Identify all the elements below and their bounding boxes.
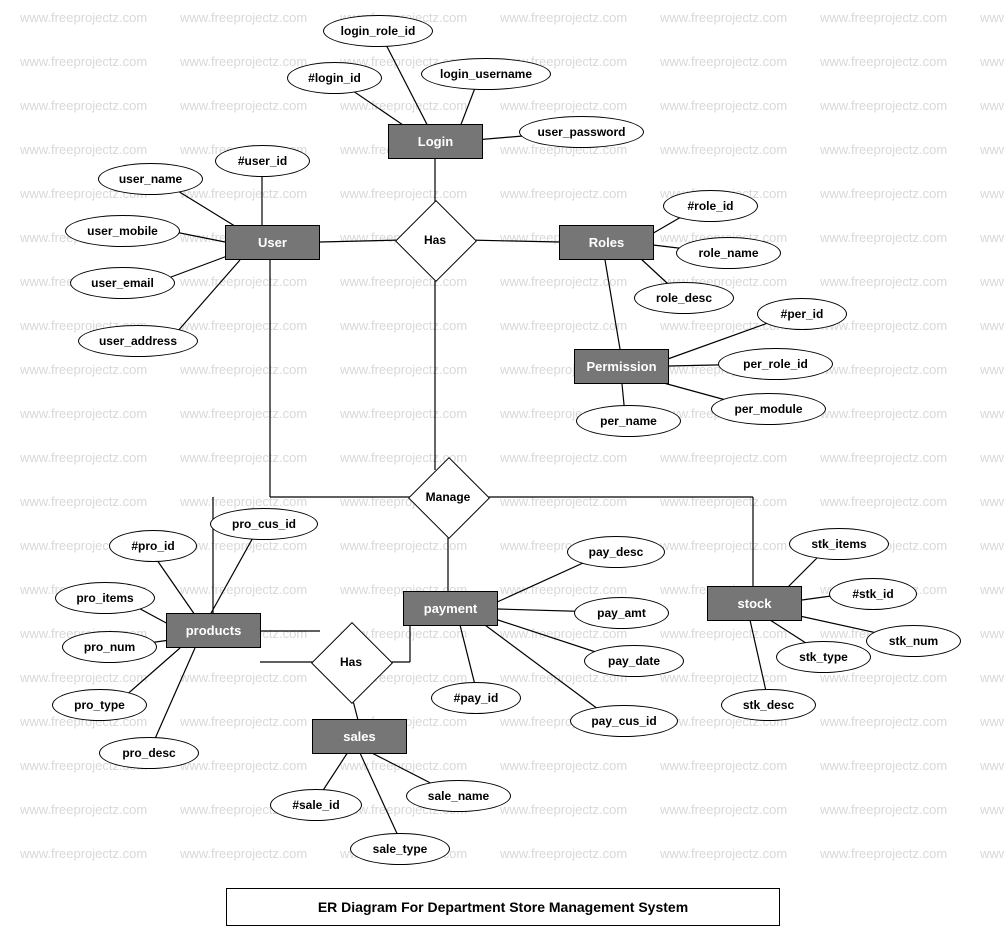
attribute-per_role_id: per_role_id <box>718 348 833 380</box>
attribute-user_name: user_name <box>98 163 203 195</box>
entity-permission: Permission <box>574 349 669 384</box>
attribute-pro_desc: pro_desc <box>99 737 199 769</box>
attribute-stk_type: stk_type <box>776 641 871 673</box>
relationship-has2: Has <box>311 622 391 702</box>
attribute-per_module: per_module <box>711 393 826 425</box>
attribute-login_role_id: login_role_id <box>323 15 433 47</box>
entity-products: products <box>166 613 261 648</box>
attribute-user_mobile: user_mobile <box>65 215 180 247</box>
attribute-pro_items: pro_items <box>55 582 155 614</box>
attribute-pro_type: pro_type <box>52 689 147 721</box>
attribute-login_id: #login_id <box>287 62 382 94</box>
attribute-stk_desc: stk_desc <box>721 689 816 721</box>
attribute-pay_date: pay_date <box>584 645 684 677</box>
attribute-pay_cus_id: pay_cus_id <box>570 705 678 737</box>
entity-roles: Roles <box>559 225 654 260</box>
attribute-login_username: login_username <box>421 58 551 90</box>
attribute-user_email: user_email <box>70 267 175 299</box>
attribute-role_id: #role_id <box>663 190 758 222</box>
diagram-title: ER Diagram For Department Store Manageme… <box>226 888 780 926</box>
entity-payment: payment <box>403 591 498 626</box>
attribute-per_id: #per_id <box>757 298 847 330</box>
attribute-sale_name: sale_name <box>406 780 511 812</box>
attribute-sale_id: #sale_id <box>270 789 362 821</box>
attribute-stk_id: #stk_id <box>829 578 917 610</box>
relationship-manage: Manage <box>408 457 488 537</box>
entity-stock: stock <box>707 586 802 621</box>
attribute-per_name: per_name <box>576 405 681 437</box>
attribute-pay_desc: pay_desc <box>567 536 665 568</box>
attribute-sale_type: sale_type <box>350 833 450 865</box>
attribute-pro_id: #pro_id <box>109 530 197 562</box>
entity-user: User <box>225 225 320 260</box>
relationship-has1: Has <box>395 200 475 280</box>
attribute-pay_amt: pay_amt <box>574 597 669 629</box>
attribute-pro_num: pro_num <box>62 631 157 663</box>
attribute-user_id: #user_id <box>215 145 310 177</box>
attribute-user_password: user_password <box>519 116 644 148</box>
entity-login: Login <box>388 124 483 159</box>
attribute-role_name: role_name <box>676 237 781 269</box>
attribute-pay_id: #pay_id <box>431 682 521 714</box>
entity-sales: sales <box>312 719 407 754</box>
attribute-stk_items: stk_items <box>789 528 889 560</box>
attribute-stk_num: stk_num <box>866 625 961 657</box>
attribute-role_desc: role_desc <box>634 282 734 314</box>
attribute-user_address: user_address <box>78 325 198 357</box>
attribute-pro_cus_id: pro_cus_id <box>210 508 318 540</box>
